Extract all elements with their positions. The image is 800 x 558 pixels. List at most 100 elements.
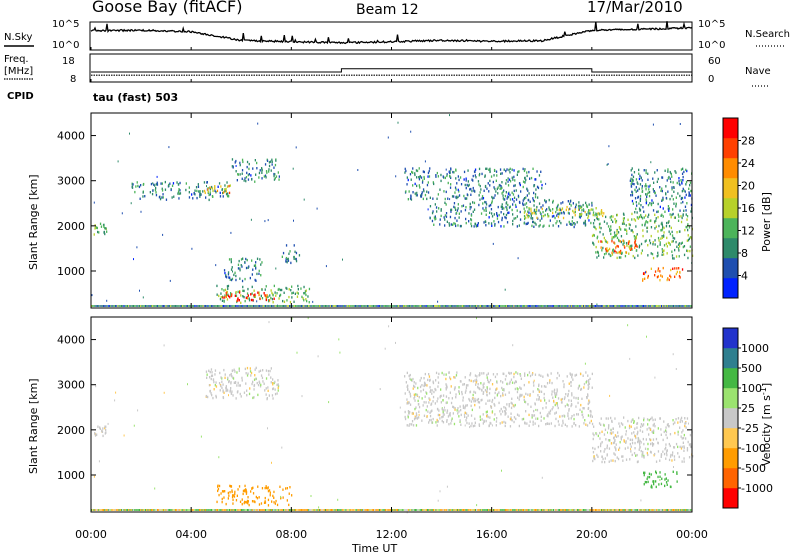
range-cell [510,418,512,421]
range-cell [496,305,498,307]
range-cell [509,205,511,208]
range-cell [383,305,385,307]
range-cell [460,408,462,412]
range-cell [269,491,271,494]
range-cell [679,209,681,212]
range-cell [450,419,453,422]
range-cell [574,509,576,511]
range-cell [554,305,556,307]
range-cell [553,399,555,403]
range-cell [237,263,240,266]
range-cell [437,499,439,502]
range-cell [631,418,633,422]
range-cell [404,417,407,421]
range-cell [578,385,580,388]
range-cell [433,182,435,186]
range-cell [247,372,249,375]
range-cell [232,498,234,502]
range-cell [525,410,527,413]
range-cell [311,509,313,511]
range-cell [663,249,665,252]
range-cell [568,408,570,411]
range-cell [314,305,316,307]
range-cell [531,416,533,419]
range-cell [265,369,268,372]
range-cell [264,174,267,177]
range-cell [675,418,677,421]
range-cell [647,274,649,278]
range-cell [230,509,232,511]
range-cell [471,305,473,307]
range-cell [424,305,426,307]
range-cell [460,413,462,417]
range-cell [422,188,425,191]
range-cell [224,305,226,307]
range-cell [93,305,95,307]
range-cell [527,305,529,307]
range-cell [460,183,463,186]
range-cell [429,305,431,307]
range-cell [334,509,336,511]
range-cell [583,407,585,410]
range-cell [551,381,553,385]
range-cell [211,374,214,377]
range-cell [253,294,255,297]
range-cell [631,305,632,307]
range-cell [596,453,598,457]
range-cell [230,260,232,264]
range-cell [503,212,505,216]
range-cell [296,305,298,307]
range-cell [301,509,302,511]
range-cell [575,205,577,209]
range-cell [651,252,654,256]
range-cell [427,378,429,382]
range-cell [250,305,252,307]
range-cell [630,182,632,186]
range-cell [281,446,283,449]
range-cell [553,214,555,218]
range-cell [369,305,371,307]
range-cell [541,509,542,511]
range-cell [585,423,587,426]
range-cell [446,509,448,511]
range-cell [505,201,508,204]
range-cell [567,393,569,396]
range-cell [647,480,649,484]
range-cell [490,406,493,409]
range-cell [446,420,448,423]
range-cell [639,199,641,202]
range-cell [527,216,529,219]
range-cell [658,224,660,228]
range-cell [524,509,526,511]
nave-label: Nave [745,66,771,77]
range-cell [320,509,322,511]
range-cell [501,218,503,222]
range-cell [544,213,546,217]
x-axis-title: Time UT [351,542,397,554]
range-cell [234,271,236,274]
range-cell [482,422,484,425]
range-cell [303,285,305,289]
range-cell [160,182,162,185]
range-cell [475,305,476,307]
range-cell [516,173,518,176]
range-cell [670,172,672,175]
range-cell [627,446,629,449]
range-cell [244,509,246,511]
range-cell [505,213,508,217]
range-cell [534,178,536,181]
range-cell [672,267,674,270]
range-cell [630,194,632,197]
range-cell [103,509,104,511]
range-cell [535,208,537,211]
range-cell [592,222,595,225]
range-cell [458,410,460,413]
range-cell [669,305,671,307]
range-cell [659,243,661,246]
range-cell [524,401,527,404]
range-cell [538,373,540,377]
range-cell [338,338,340,341]
range-cell [128,509,130,511]
range-cell [256,509,258,511]
range-cell [610,232,612,236]
